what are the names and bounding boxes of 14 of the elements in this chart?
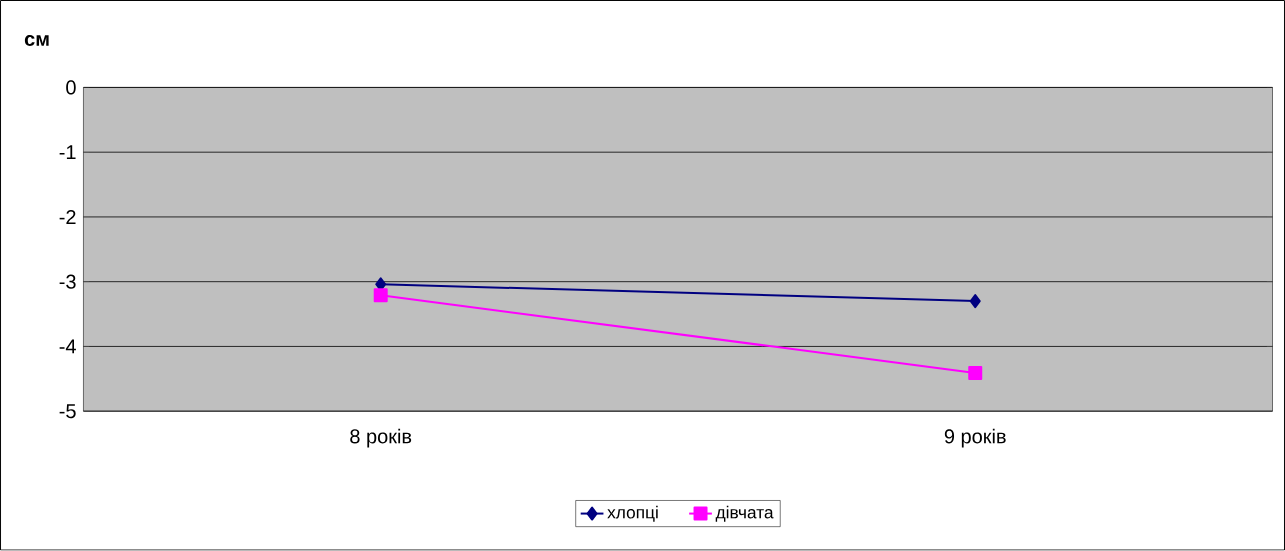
point bbox=[968, 366, 983, 381]
y-tick-label: 0 bbox=[66, 80, 76, 95]
x-tick-label: 8 років bbox=[350, 428, 412, 448]
y-axis-title: см bbox=[24, 35, 49, 47]
y-tick-label: -2 bbox=[59, 210, 76, 225]
y-tick-label: -1 bbox=[59, 145, 76, 160]
x-tick-label: 9 років bbox=[944, 428, 1006, 448]
y-tick-label: -5 bbox=[59, 404, 76, 419]
legend-label: дівчата bbox=[715, 506, 774, 523]
point bbox=[969, 294, 981, 309]
y-tick-label: -4 bbox=[59, 339, 76, 354]
legend-label: хлопці bbox=[607, 506, 658, 523]
y-tick-label: -3 bbox=[59, 274, 76, 289]
point bbox=[373, 288, 388, 303]
